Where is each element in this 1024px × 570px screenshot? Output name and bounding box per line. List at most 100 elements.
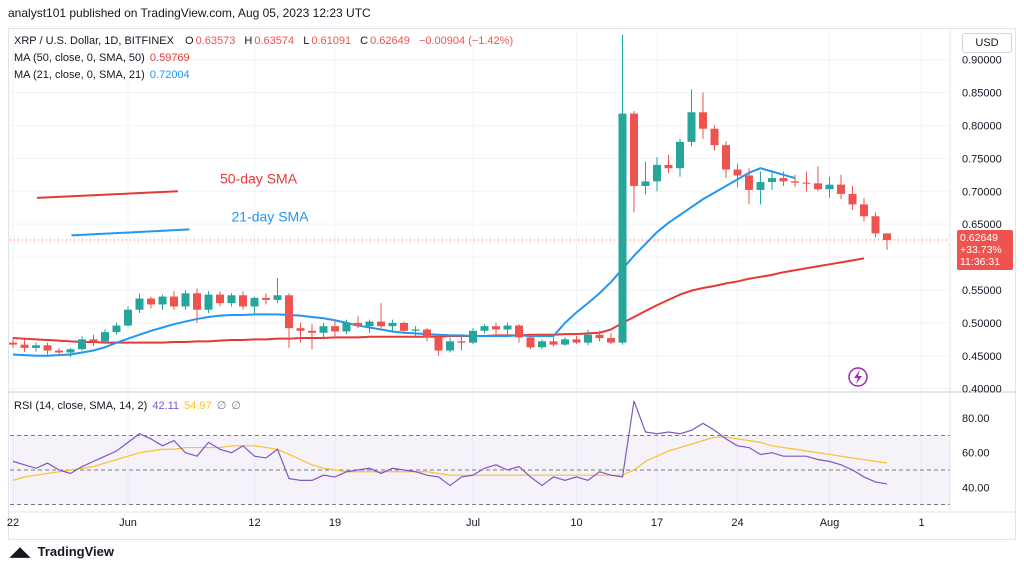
candle-body — [814, 183, 822, 190]
candle-body — [319, 326, 328, 333]
candle-body — [572, 339, 581, 343]
candle-body — [411, 329, 420, 331]
candle-body — [9, 342, 17, 345]
annotation-label: 21-day SMA — [232, 208, 310, 224]
candle-body — [561, 339, 569, 345]
brand-name: TradingView — [37, 544, 114, 559]
rsi-ma-line — [12, 436, 888, 481]
rsi-tick-label: 80.00 — [962, 413, 990, 425]
candle-body — [423, 329, 431, 338]
brand-footer[interactable]: ◢◣ TradingView — [10, 544, 114, 560]
candle-body — [710, 128, 719, 146]
candle-body — [641, 181, 650, 186]
candle-body — [802, 182, 811, 184]
candle-body — [630, 113, 638, 186]
price-tick-label: 0.45000 — [962, 351, 1002, 363]
candle-body — [170, 296, 178, 307]
currency-button[interactable]: USD — [962, 33, 1012, 53]
moving-averages — [10, 167, 950, 357]
candle-body — [745, 175, 753, 190]
chart-frame — [8, 28, 1016, 540]
candle-body — [515, 325, 523, 338]
close-label: C — [360, 35, 369, 47]
candle-body — [101, 332, 109, 342]
candle-body — [791, 181, 799, 183]
candle-body — [664, 164, 673, 169]
price-tick-label: 0.40000 — [962, 384, 1002, 396]
candle-body — [607, 338, 615, 343]
candle-body — [55, 350, 63, 353]
last-price-change: +33.73% — [960, 244, 1002, 256]
rsi-pane: 80.00 60.00 40.00 — [10, 400, 990, 506]
candle-body — [388, 322, 397, 327]
symbol-legend: XRP / U.S. Dollar, 1D, BITFINEX O 0.63573… — [14, 35, 515, 47]
candle-body — [595, 334, 604, 339]
price-tick-label: 0.50000 — [962, 318, 1002, 330]
candle-body — [89, 339, 98, 342]
candle-body — [308, 330, 316, 333]
publisher-header: analyst101 published on TradingView.com,… — [8, 6, 371, 20]
candle-body — [446, 341, 454, 351]
candle-body — [848, 193, 857, 205]
high-label: H — [244, 35, 253, 47]
candle-body — [653, 164, 661, 182]
symbol-name: XRP / U.S. Dollar, 1D, BITFINEX — [14, 35, 174, 47]
ma50-label: MA (50, close, 0, SMA, 50) — [14, 52, 145, 64]
candle-body — [733, 169, 742, 176]
price-tick-label: 0.65000 — [962, 219, 1002, 231]
grid-lines — [10, 30, 950, 508]
candle-body — [124, 309, 132, 326]
candle-body — [492, 326, 500, 330]
candle-body — [779, 178, 788, 182]
time-tick-label: Jun — [119, 517, 137, 529]
lightning-icon-bolt — [854, 370, 862, 384]
annotation-line — [36, 190, 179, 199]
lightning-icon — [848, 367, 868, 387]
candle-body — [503, 325, 512, 330]
candle-body — [331, 326, 339, 332]
rsi-line — [12, 400, 888, 487]
candle-body — [480, 326, 489, 331]
candle-body — [193, 293, 201, 310]
price-tick-label: 0.90000 — [962, 55, 1002, 67]
candle-body — [216, 294, 224, 304]
low-label: L — [303, 35, 310, 47]
price-tick-label: 0.85000 — [962, 88, 1002, 100]
candle-body — [66, 349, 75, 353]
time-tick-label: 19 — [329, 517, 341, 529]
open-value: 0.63573 — [195, 35, 236, 47]
ma50-value: 0.59769 — [149, 52, 190, 64]
time-tick-label: 1 — [918, 517, 924, 529]
candle-body — [699, 112, 707, 129]
candle-body — [181, 293, 190, 307]
candle-body — [871, 216, 880, 234]
ma21-value: 0.72004 — [149, 69, 190, 81]
time-tick-label: 10 — [570, 517, 582, 529]
rsi-tick-label: 40.00 — [962, 482, 990, 494]
candle-body — [78, 339, 86, 350]
candle-body — [618, 113, 627, 343]
price-tick-label: 0.55000 — [962, 285, 1002, 297]
candle-body — [469, 330, 477, 343]
ma21-label: MA (21, close, 0, SMA, 21) — [14, 69, 145, 81]
candle-body — [756, 182, 765, 190]
close-value: 0.62649 — [370, 35, 410, 47]
tradingview-logo-icon: ◢◣ — [10, 544, 30, 559]
candle-body — [377, 321, 385, 327]
rsi-ma-value: 54.97 — [184, 400, 212, 412]
price-tick-label: 0.75000 — [962, 153, 1002, 165]
rsi-legend: RSI (14, close, SMA, 14, 2) 42.11 54.97 … — [14, 399, 243, 412]
candle-body — [227, 295, 236, 304]
candle-body — [112, 325, 121, 333]
low-value: 0.61091 — [311, 35, 352, 47]
time-tick-label: 22 — [7, 517, 19, 529]
price-tick-label: 0.80000 — [962, 120, 1002, 132]
candle-body — [354, 322, 362, 327]
rsi-extra-2: ∅ — [231, 400, 241, 412]
candle-body — [262, 297, 270, 300]
candle-body — [43, 345, 52, 351]
annotation-line — [71, 228, 190, 237]
candle-body — [273, 295, 282, 300]
rsi-extra-1: ∅ — [216, 400, 227, 412]
